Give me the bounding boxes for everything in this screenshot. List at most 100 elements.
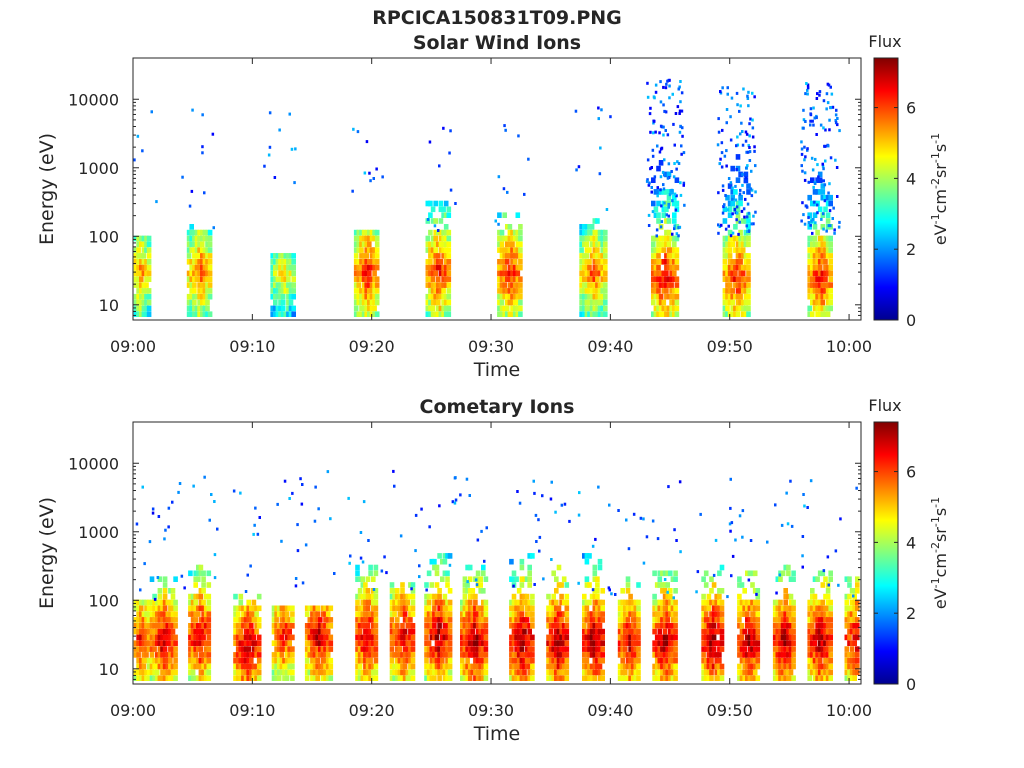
spectrogram-cell (673, 663, 678, 670)
spectrogram-cell (564, 652, 570, 658)
spectrogram-cell (430, 206, 436, 213)
spectrogram-cell (133, 276, 139, 282)
spectrogram-cell (589, 288, 595, 294)
spectrogram-cell (190, 646, 196, 652)
spectrogram-point (726, 92, 729, 96)
spectrogram-cell (630, 605, 636, 612)
spectrogram-point (714, 538, 718, 542)
spectrogram-cell (548, 652, 554, 658)
spectrogram-cell (579, 288, 584, 294)
spectrogram-cell (200, 311, 205, 317)
spectrogram-cell (630, 663, 636, 670)
spectrogram-cell (188, 652, 193, 658)
spectrogram-cell (509, 657, 514, 664)
spectrogram-cell (279, 652, 285, 658)
spectrogram-cells (133, 469, 860, 681)
spectrogram-cell (363, 605, 368, 612)
spectrogram-cell (786, 675, 791, 681)
spectrogram-cell (136, 663, 141, 670)
spectrogram-cell (812, 282, 818, 288)
spectrogram-cell (515, 212, 521, 218)
spectrogram-cell (282, 657, 287, 664)
spectrogram-cell (428, 288, 433, 294)
spectrogram-cell (432, 646, 437, 652)
spectrogram-cell (284, 663, 290, 670)
spectrogram-cell (367, 259, 372, 265)
spectrogram-cell (440, 652, 445, 658)
spectrogram-cell (325, 657, 331, 664)
spectrogram-cell (162, 634, 168, 641)
spectrogram-cell (146, 605, 152, 612)
spectrogram-cell (233, 605, 238, 612)
spectrogram-cell (436, 288, 441, 294)
spectrogram-cell (825, 282, 831, 288)
spectrogram-cell (597, 229, 603, 236)
spectrogram-cell (325, 669, 331, 676)
spectrogram-cell (595, 669, 600, 676)
spectrogram-cell (483, 605, 489, 612)
spectrogram-cell (788, 623, 794, 629)
spectrogram-cell (323, 675, 328, 681)
spectrogram-cell (730, 305, 735, 312)
spectrogram-cell (752, 570, 758, 577)
spectrogram-cell (514, 605, 519, 612)
spectrogram-cell (196, 646, 201, 652)
spectrogram-cell (475, 611, 481, 617)
spectrogram-cell (742, 657, 747, 664)
spectrogram-cell (670, 640, 676, 646)
spectrogram-cell (714, 628, 719, 635)
spectrogram-cell (788, 628, 794, 635)
spectrogram-cell (617, 675, 623, 681)
spectrogram-cell (817, 235, 823, 242)
spectrogram-cell (249, 623, 254, 629)
spectrogram-cell (194, 235, 200, 242)
spectrogram-cell (507, 241, 513, 248)
spectrogram-cell (755, 657, 761, 664)
spectrogram-cell (233, 617, 238, 623)
spectrogram-cell (280, 259, 286, 265)
spectrogram-cell (372, 259, 377, 265)
y-tick-label: 10 (99, 296, 119, 315)
spectrogram-cell (735, 235, 741, 242)
spectrogram-cell (193, 611, 198, 617)
spectrogram-cell (658, 189, 664, 195)
spectrogram-cell (589, 663, 595, 670)
spectrogram-cell (304, 675, 310, 681)
spectrogram-cell (746, 183, 751, 189)
spectrogram-cell (274, 640, 279, 646)
spectrogram-point (258, 516, 261, 519)
spectrogram-cell (233, 634, 238, 641)
spectrogram-cell (282, 663, 287, 670)
spectrogram-cell (810, 177, 815, 183)
spectrogram-cell (276, 611, 282, 617)
spectrogram-cell (447, 628, 453, 635)
spectrogram-cell (592, 628, 598, 635)
spectrogram-cell (670, 663, 676, 670)
spectrogram-cell (432, 564, 437, 571)
spectrogram-cell (775, 617, 781, 623)
spectrogram-cell (271, 640, 277, 646)
spectrogram-cell (747, 617, 753, 623)
spectrogram-cell (196, 640, 201, 646)
spectrogram-point (747, 90, 750, 94)
spectrogram-cell (825, 646, 831, 652)
spectrogram-point (677, 87, 680, 91)
spectrogram-cell (465, 564, 470, 571)
spectrogram-cell (559, 675, 564, 681)
spectrogram-cell (636, 599, 641, 606)
spectrogram-cell (193, 675, 198, 681)
spectrogram-cell (440, 634, 445, 641)
spectrogram-cell (462, 652, 468, 658)
spectrogram-cell (524, 657, 530, 664)
spectrogram-cell (408, 640, 413, 646)
spectrogram-cell (165, 675, 171, 681)
spectrogram-point (812, 123, 815, 127)
spectrogram-cell (162, 582, 168, 588)
spectrogram-point (670, 188, 674, 192)
spectrogram-cell (441, 247, 446, 253)
spectrogram-cell (483, 652, 489, 658)
spectrogram-cell (270, 264, 275, 271)
spectrogram-point (677, 162, 681, 165)
spectrogram-cell (661, 305, 667, 312)
colorbar-tick-label: 2 (906, 240, 916, 259)
